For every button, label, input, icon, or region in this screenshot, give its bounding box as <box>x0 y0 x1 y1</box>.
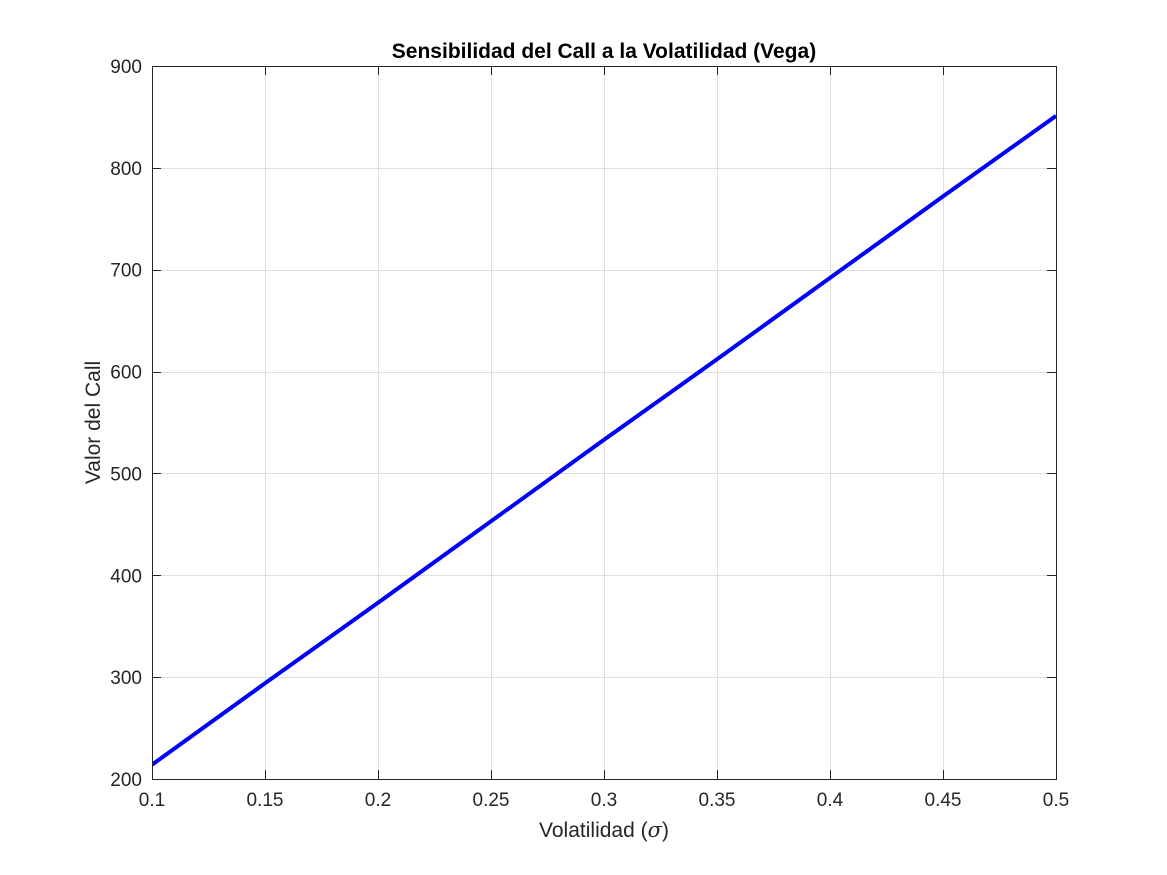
y-tick-label: 300 <box>110 668 142 689</box>
y-axis-label: Valor del Call <box>82 361 105 484</box>
y-tick-labels: 200 300 400 500 600 700 800 900 <box>110 57 142 791</box>
y-tick-label: 800 <box>110 159 142 180</box>
series-layer <box>152 114 1056 767</box>
x-axis-label-suffix: ) <box>662 819 669 842</box>
x-tick-label: 0.25 <box>473 790 510 811</box>
y-tick-label: 900 <box>110 57 142 78</box>
y-tick-label: 600 <box>110 363 142 384</box>
y-tick-label: 200 <box>110 770 142 791</box>
x-tick-label: 0.4 <box>817 790 844 811</box>
x-tick-label: 0.45 <box>925 790 962 811</box>
x-axis-label: Volatilidad (σ) <box>539 818 669 842</box>
x-tick-label: 0.15 <box>247 790 284 811</box>
y-tick-label: 400 <box>110 566 142 587</box>
x-axis-label-text: Volatilidad ( <box>539 819 648 842</box>
x-tick-label: 0.2 <box>365 790 391 811</box>
x-tick-label: 0.5 <box>1043 790 1069 811</box>
ticks <box>152 66 1057 780</box>
x-tick-label: 0.1 <box>139 790 165 811</box>
y-tick-label: 500 <box>110 464 142 485</box>
x-tick-labels: 0.1 0.15 0.2 0.25 0.3 0.35 0.4 0.45 0.5 <box>139 790 1069 811</box>
x-tick-label: 0.3 <box>591 790 617 811</box>
y-tick-label: 700 <box>110 261 142 282</box>
chart-title: Sensibilidad del Call a la Volatilidad (… <box>392 40 816 63</box>
x-tick-label: 0.35 <box>699 790 736 811</box>
sigma-symbol: σ <box>648 818 663 842</box>
series-line <box>152 114 1056 767</box>
